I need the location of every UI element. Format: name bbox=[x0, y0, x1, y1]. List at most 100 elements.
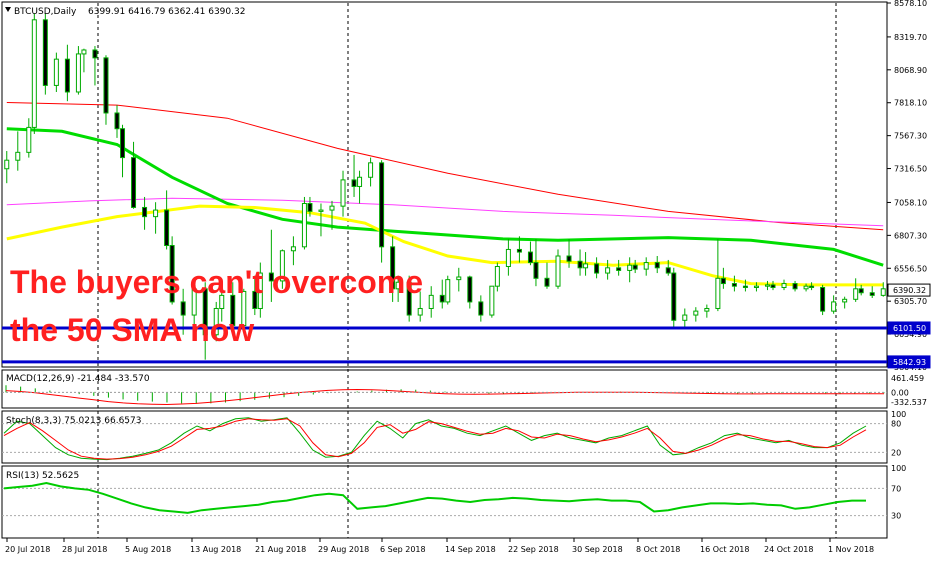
stoch-tick-label: 80 bbox=[891, 420, 901, 429]
rsi-label: RSI(13) 52.5625 bbox=[6, 471, 79, 481]
candle-body bbox=[770, 284, 776, 288]
date-tick-label: 20 Jul 2018 bbox=[5, 545, 50, 554]
candle-body bbox=[357, 176, 363, 187]
candle-body bbox=[153, 209, 159, 218]
candle-body bbox=[632, 264, 638, 270]
date-tick-label: 6 Sep 2018 bbox=[380, 545, 426, 554]
candle-body bbox=[290, 246, 296, 252]
candle-body bbox=[544, 277, 550, 287]
candle-body bbox=[693, 310, 699, 316]
candle-body bbox=[742, 285, 748, 288]
candle-body bbox=[75, 53, 81, 93]
candle-body bbox=[809, 285, 815, 288]
candle-body bbox=[241, 290, 247, 327]
macd-tick-label: -332.537 bbox=[891, 398, 927, 407]
candle-body bbox=[351, 179, 357, 187]
candle-body bbox=[803, 285, 809, 290]
candle-body bbox=[831, 301, 837, 312]
macd-pane bbox=[1, 369, 888, 409]
chart-header-ohlc: 6399.91 6416.79 6362.41 6390.32 bbox=[88, 7, 245, 17]
macd-signal-line bbox=[5, 388, 884, 406]
candle-body bbox=[853, 288, 859, 300]
candle-body bbox=[42, 19, 48, 86]
date-tick-label: 16 Oct 2018 bbox=[700, 545, 749, 554]
rsi-line bbox=[3, 481, 866, 514]
candle-body bbox=[467, 276, 473, 303]
candle-body bbox=[257, 272, 263, 309]
stoch-tick-label: 20 bbox=[891, 448, 901, 457]
candle-body bbox=[583, 263, 589, 269]
candle-body bbox=[720, 277, 726, 285]
candle-body bbox=[764, 284, 770, 287]
candle-body bbox=[478, 301, 484, 316]
macd-tick-label: 461.459 bbox=[891, 374, 924, 383]
candle-body bbox=[417, 307, 423, 316]
rsi-tick-label: 30 bbox=[891, 512, 901, 521]
candle-body bbox=[665, 267, 671, 274]
candle-body bbox=[268, 272, 274, 282]
moving-average-line bbox=[6, 102, 884, 231]
date-tick-label: 14 Sep 2018 bbox=[445, 545, 496, 554]
candle-body bbox=[4, 159, 10, 170]
candle-body bbox=[489, 285, 495, 316]
candle-body bbox=[15, 151, 21, 161]
candle-body bbox=[682, 314, 688, 321]
candle-body bbox=[594, 263, 600, 274]
candle-body bbox=[279, 250, 285, 282]
candle-body bbox=[439, 294, 445, 303]
price-tick-label: 8578.10 bbox=[894, 0, 927, 8]
candle-body bbox=[704, 307, 710, 312]
stoch-pane bbox=[1, 410, 888, 464]
price-tag-box bbox=[887, 355, 931, 369]
candle-body bbox=[31, 19, 37, 128]
rsi-tick-label: 70 bbox=[891, 484, 901, 493]
date-tick-label: 13 Aug 2018 bbox=[190, 545, 241, 554]
candle-body bbox=[164, 209, 170, 247]
price-tag-label: 6390.32 bbox=[893, 286, 926, 295]
annotation-line-1: The buyers can't overcome bbox=[10, 264, 423, 300]
candle-body bbox=[555, 255, 561, 287]
price-tag-box bbox=[887, 321, 931, 335]
candle-body bbox=[671, 272, 677, 321]
date-tick-label: 29 Aug 2018 bbox=[318, 545, 369, 554]
candle-body bbox=[505, 248, 511, 267]
chart-header-triangle-icon bbox=[5, 7, 11, 12]
candle-body bbox=[180, 301, 186, 316]
candle-body bbox=[252, 290, 258, 309]
price-tick-label: 6054.90 bbox=[894, 330, 927, 339]
candle-body bbox=[230, 294, 236, 327]
candle-body bbox=[605, 267, 611, 274]
macd-tick-label: 0.00 bbox=[891, 388, 909, 397]
moving-average-line bbox=[6, 127, 884, 267]
candle-body bbox=[406, 281, 412, 316]
price-tick-label: 7058.10 bbox=[894, 198, 927, 207]
candle-body bbox=[566, 255, 572, 262]
price-tick-label: 6305.70 bbox=[894, 297, 927, 306]
candle-body bbox=[527, 251, 533, 264]
candle-body bbox=[869, 292, 875, 296]
candle-body bbox=[753, 285, 759, 288]
candle-body bbox=[92, 49, 98, 59]
candle-body bbox=[715, 277, 721, 309]
price-tick-label: 8319.70 bbox=[894, 33, 927, 42]
price-tick-label: 6556.50 bbox=[894, 264, 927, 273]
candle-body bbox=[81, 49, 87, 55]
candle-body bbox=[820, 286, 826, 312]
candle-body bbox=[731, 283, 737, 287]
candle-body bbox=[219, 294, 225, 309]
candle-body bbox=[202, 288, 208, 336]
candle-body bbox=[64, 58, 70, 93]
date-tick-label: 28 Jul 2018 bbox=[62, 545, 107, 554]
candle-body bbox=[318, 209, 324, 212]
price-tick-label: 8068.90 bbox=[894, 66, 927, 75]
annotation-line-2: the 50 SMA now bbox=[10, 312, 254, 348]
candle-body bbox=[880, 288, 886, 296]
candle-body bbox=[103, 57, 109, 114]
candle-body bbox=[533, 262, 539, 279]
candle-body bbox=[456, 276, 462, 281]
rsi-pane bbox=[1, 465, 888, 539]
candle-body bbox=[329, 205, 335, 211]
candle-body bbox=[616, 267, 622, 271]
candle-body bbox=[858, 288, 864, 294]
